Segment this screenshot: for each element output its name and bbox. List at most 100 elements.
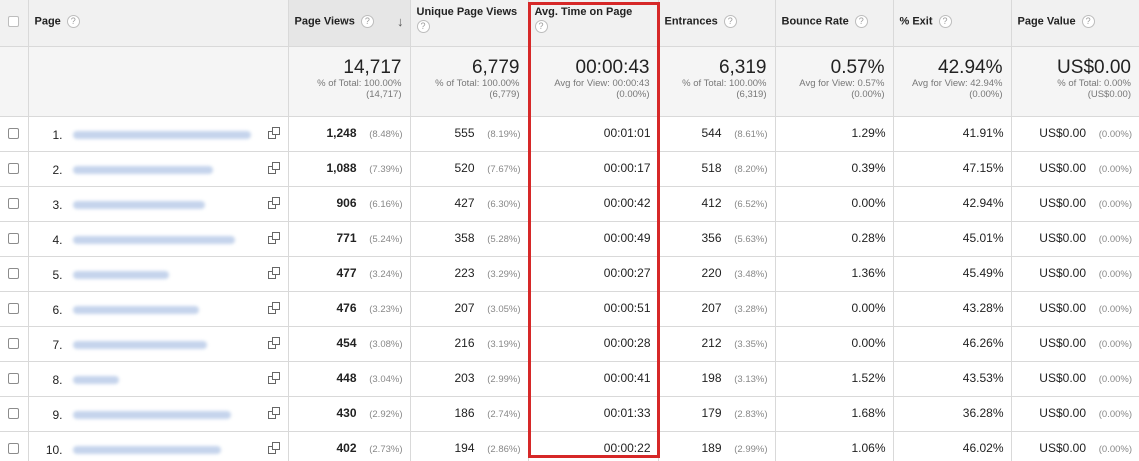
page-value-percent: (0.00%) [1098,128,1132,140]
row-checkbox[interactable] [8,267,19,279]
page-value-cell: US$0.00 (0.00%) [1011,116,1139,152]
bounce-rate-value: 1.36% [851,265,886,280]
column-header-bounce-rate[interactable]: Bounce Rate? [775,0,894,47]
column-label: Page Views [294,15,355,28]
open-in-new-window-icon[interactable] [267,336,280,349]
page-link[interactable] [72,130,251,139]
total-value: 42.94% [938,56,1003,78]
column-header-avg-time-on-page[interactable]: Avg. Time on Page? [528,0,659,47]
column-label: Bounce Rate [781,15,849,28]
unique-page-views-cell: 555 (8.19%) [410,116,529,152]
bounce-rate-cell: 0.39% [775,151,894,187]
help-icon[interactable]: ? [534,19,548,33]
page-link[interactable] [72,200,205,209]
page-cell: 5. [28,256,289,292]
table-row[interactable]: 5. 477 (3.24%) 223 (3.29%) 00:00:27 220 (3.48%)… [0,256,1139,292]
page-value-value: US$0.00 [1039,300,1086,315]
open-in-new-window-icon[interactable] [267,406,280,419]
select-all-checkbox[interactable] [8,16,19,27]
page-views-percent: (2.92%) [369,408,403,420]
column-label: Avg. Time on Page [534,6,633,18]
page-link[interactable] [72,165,213,174]
table-row[interactable]: 3. 906 (6.16%) 427 (6.30%) 00:00:42 412 (6.52%)… [0,186,1139,222]
column-header-page-views[interactable]: Page Views? ↓ [288,0,411,47]
entrances-percent: (6.52%) [734,198,768,210]
row-checkbox[interactable] [8,407,19,419]
page-value-percent: (0.00%) [1098,233,1132,245]
page-views-percent: (3.24%) [369,268,403,280]
row-checkbox[interactable] [8,442,19,454]
column-header-page-value[interactable]: Page Value? [1011,0,1139,47]
help-icon[interactable]: ? [1081,15,1095,28]
help-icon[interactable]: ? [723,15,737,28]
table-row[interactable]: 4. 771 (5.24%) 358 (5.28%) 00:00:49 356 (5.63%)… [0,221,1139,257]
sort-descending-icon[interactable]: ↓ [397,14,404,29]
avg-time-on-page-cell: 00:00:51 [528,291,659,327]
row-index: 2. [52,162,63,177]
exit-cell: 45.01% [893,221,1012,257]
help-icon[interactable]: ? [360,15,374,28]
unique-page-views-value: 186 [454,405,475,420]
avg-time-on-page-value: 00:00:51 [603,300,651,315]
table-row[interactable]: 2. 1,088 (7.39%) 520 (7.67%) 00:00:17 518 (8.20… [0,151,1139,187]
column-header-exit[interactable]: % Exit? [893,0,1012,47]
page-link[interactable] [72,340,207,349]
table-row[interactable]: 7. 454 (3.08%) 216 (3.19%) 00:00:28 212 (3.35%)… [0,326,1139,362]
help-icon[interactable]: ? [938,15,952,28]
table-row[interactable]: 9. 430 (2.92%) 186 (2.74%) 00:01:33 179 (2.83%)… [0,396,1139,432]
row-checkbox[interactable] [8,302,19,314]
table-row[interactable]: 8. 448 (3.04%) 203 (2.99%) 00:00:41 198 (3.13%)… [0,361,1139,397]
exit-value: 43.28% [962,300,1004,315]
open-in-new-window-icon[interactable] [267,266,280,279]
open-in-new-window-icon[interactable] [267,231,280,244]
page-link[interactable] [72,235,235,244]
page-link[interactable] [72,375,119,384]
column-header-unique-page-views[interactable]: Unique Page Views? [410,0,529,47]
help-icon[interactable]: ? [854,15,868,28]
row-checkbox[interactable] [8,127,19,139]
row-index: 6. [52,302,63,317]
exit-value: 45.49% [962,265,1004,280]
column-label: Unique Page Views [416,6,518,18]
page-link[interactable] [72,305,199,314]
table-row[interactable]: 1. 1,248 (8.48%) 555 (8.19%) 00:01:01 544 (8.61… [0,116,1139,152]
page-link[interactable] [72,410,231,419]
open-in-new-window-icon[interactable] [267,161,280,174]
row-checkbox[interactable] [8,197,19,209]
page-views-value: 476 [336,300,357,315]
row-checkbox[interactable] [8,337,19,349]
page-views-percent: (6.16%) [369,198,403,210]
page-link[interactable] [72,270,169,279]
row-checkbox[interactable] [8,372,19,384]
row-index: 3. [52,197,63,212]
exit-value: 41.91% [962,125,1004,140]
table-row[interactable]: 10. 402 (2.73%) 194 (2.86%) 00:00:22 189 (2.99%… [0,431,1139,461]
unique-page-views-percent: (3.05%) [487,303,521,315]
bounce-rate-cell: 0.28% [775,221,894,257]
open-in-new-window-icon[interactable] [267,301,280,314]
page-value-percent: (0.00%) [1098,338,1132,350]
open-in-new-window-icon[interactable] [267,196,280,209]
column-header-page[interactable]: Page? [28,0,289,47]
open-in-new-window-icon[interactable] [267,371,280,384]
page-link[interactable] [72,445,221,454]
page-cell: 4. [28,221,289,257]
page-value-value: US$0.00 [1039,125,1086,140]
total-note: (6,779) [489,88,520,100]
table-row[interactable]: 6. 476 (3.23%) 207 (3.05%) 00:00:51 207 (3.28%)… [0,291,1139,327]
column-header-entrances[interactable]: Entrances? [658,0,776,47]
total-note: % of Total: 100.00% [435,77,520,89]
help-icon[interactable]: ? [66,15,80,28]
total-value: 14,717 [343,56,402,78]
row-checkbox[interactable] [8,232,19,244]
header-row: Page? Page Views? ↓ Unique Page Views? Av… [0,0,1139,47]
open-in-new-window-icon[interactable] [267,441,280,454]
open-in-new-window-icon[interactable] [267,126,280,139]
avg-time-on-page-value: 00:00:17 [603,160,651,175]
entrances-value: 412 [701,195,722,210]
row-checkbox[interactable] [8,162,19,174]
entrances-percent: (8.61%) [734,128,768,140]
page-views-value: 477 [336,265,357,280]
page-value-cell: US$0.00 (0.00%) [1011,291,1139,327]
help-icon[interactable]: ? [416,19,430,33]
